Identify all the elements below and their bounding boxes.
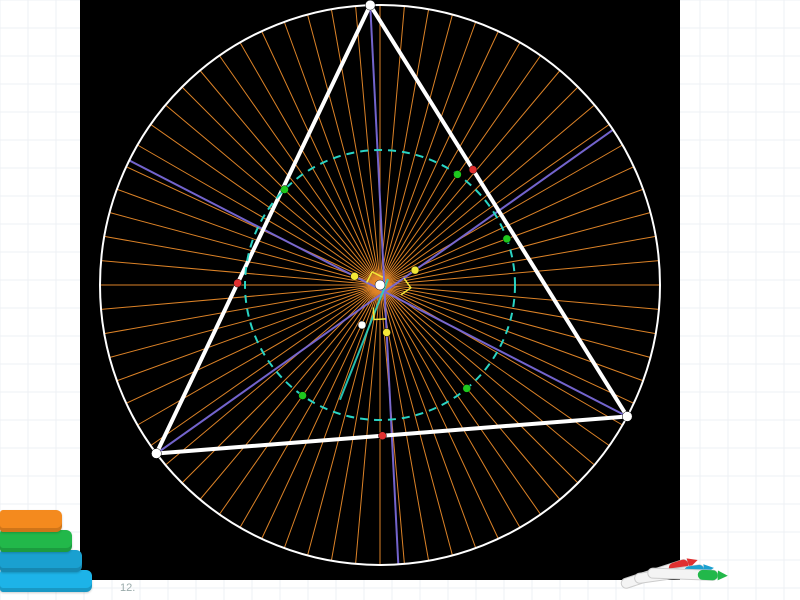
books-decor [0,502,100,592]
geometry-panel [80,0,680,580]
markers-decor [610,536,790,596]
page-number: 12. [120,582,135,594]
